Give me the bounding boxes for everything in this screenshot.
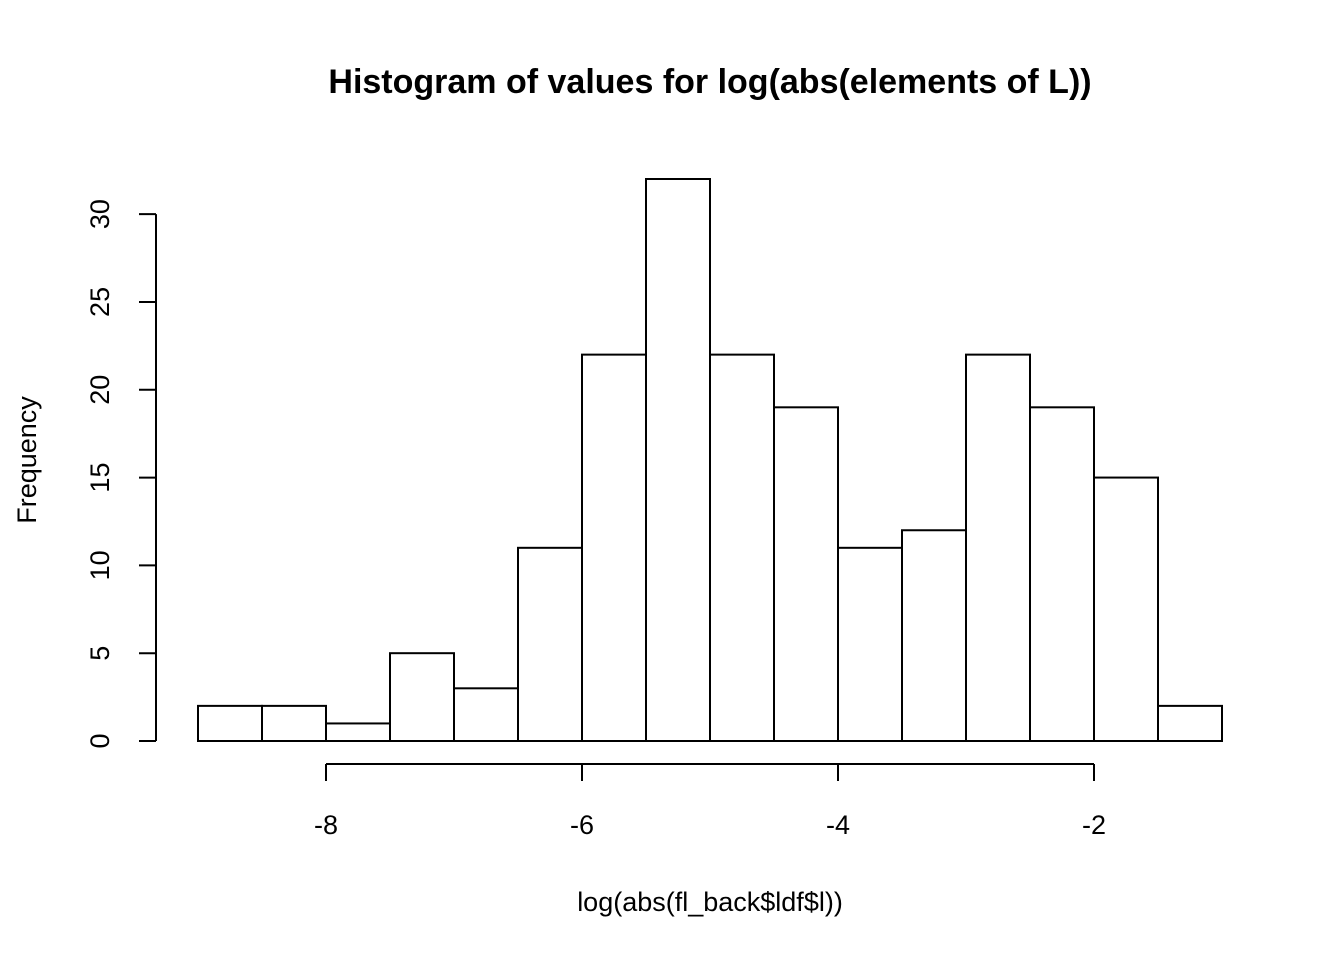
x-tick-label: -6 [570, 810, 594, 840]
histogram-bar [709, 353, 775, 742]
y-tick-label: 20 [85, 375, 115, 405]
histogram-bar [1093, 476, 1159, 742]
x-axis: -8 -6 -4 -2 [314, 763, 1106, 840]
y-tick-label: 5 [85, 646, 115, 661]
histogram-bar [1029, 406, 1095, 742]
y-tick-label: 15 [85, 463, 115, 493]
histogram-bar [261, 704, 327, 742]
x-tick-label: -2 [1082, 810, 1106, 840]
y-tick-label: 30 [85, 199, 115, 229]
x-axis-label: log(abs(fl_back$ldf$l)) [577, 887, 843, 917]
histogram-bar [837, 546, 903, 742]
y-tick-label: 25 [85, 287, 115, 317]
y-tick-label: 0 [85, 733, 115, 748]
y-axis-label: Frequency [12, 396, 42, 524]
histogram-bar [453, 687, 519, 742]
y-axis: 0 5 10 15 20 25 30 [85, 199, 157, 749]
histogram-bar [645, 178, 711, 742]
y-tick-label: 10 [85, 550, 115, 580]
histogram-bars [197, 178, 1223, 742]
histogram-bar [773, 406, 839, 742]
histogram-bar [325, 722, 391, 742]
histogram-bar [197, 704, 263, 742]
histogram-bar [1157, 704, 1223, 742]
histogram-bar [965, 353, 1031, 742]
histogram-bar [901, 529, 967, 742]
chart-title: Histogram of values for log(abs(elements… [328, 63, 1091, 101]
histogram-bar [581, 353, 647, 742]
histogram-bar [517, 546, 583, 742]
x-tick-label: -4 [826, 810, 850, 840]
x-tick-label: -8 [314, 810, 338, 840]
histogram-bar [389, 652, 455, 742]
